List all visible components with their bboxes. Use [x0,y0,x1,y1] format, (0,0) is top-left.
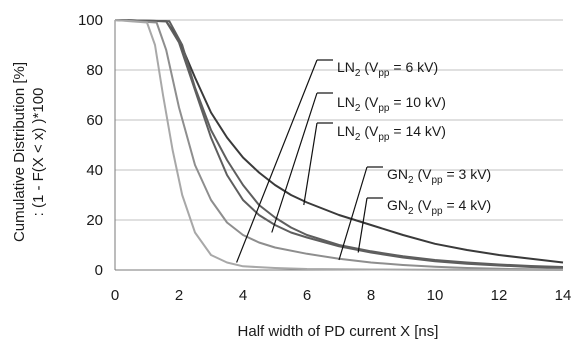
annotation-label-4: GN2 (Vpp = 4 kV) [387,197,491,217]
annotation-label-2: LN2 (Vpp = 14 kV) [337,123,446,143]
y-tick-label-4: 80 [86,62,103,79]
series-line-1 [114,19,564,269]
series-line-2 [114,19,564,268]
annotation-label-1: LN2 (Vpp = 10 kV) [337,94,446,114]
x-tick-label-5: 10 [427,287,444,304]
x-tick-label-0: 0 [111,287,119,304]
annotation-leader-2 [303,122,318,206]
annotation-leader-1 [271,92,318,233]
x-tick-label-6: 12 [491,287,508,304]
y-tick-label-0: 0 [95,262,103,279]
annotation-label-0: LN2 (Vpp = 6 kV) [337,59,438,79]
x-axis-title: Half width of PD current X [ns] [238,323,439,340]
y-tick-label-3: 60 [86,112,103,129]
x-tick-label-3: 6 [303,287,311,304]
y-axis-title-line1: Cumulative Distribution [%] [11,62,28,242]
x-tick-label-2: 4 [239,287,247,304]
annotation-leader-0 [236,59,318,263]
axes [114,20,563,271]
series-line-3 [114,19,564,271]
series-line-0 [114,19,564,264]
x-tick-label-7: 14 [555,287,571,304]
tick-labels: 0 20 40 60 80 100 0 2 4 6 8 10 12 14 [78,12,571,304]
annotation-leader-3 [338,166,368,261]
annotation-leader-4 [357,197,368,253]
x-tick-label-1: 2 [175,287,183,304]
series-lines [114,19,564,271]
annotation-label-3: GN2 (Vpp = 3 kV) [387,166,491,186]
series-line-4 [114,19,564,271]
y-tick-label-2: 40 [86,162,103,179]
y-tick-label-1: 20 [86,212,103,229]
annotations: LN2 (Vpp = 6 kV) LN2 (Vpp = 10 kV) LN2 (Vp… [236,59,491,263]
y-axis-title-line2: : (1 - F(X < x) )*100 [30,88,47,217]
y-tick-label-5: 100 [78,12,103,29]
x-tick-label-4: 8 [367,287,375,304]
